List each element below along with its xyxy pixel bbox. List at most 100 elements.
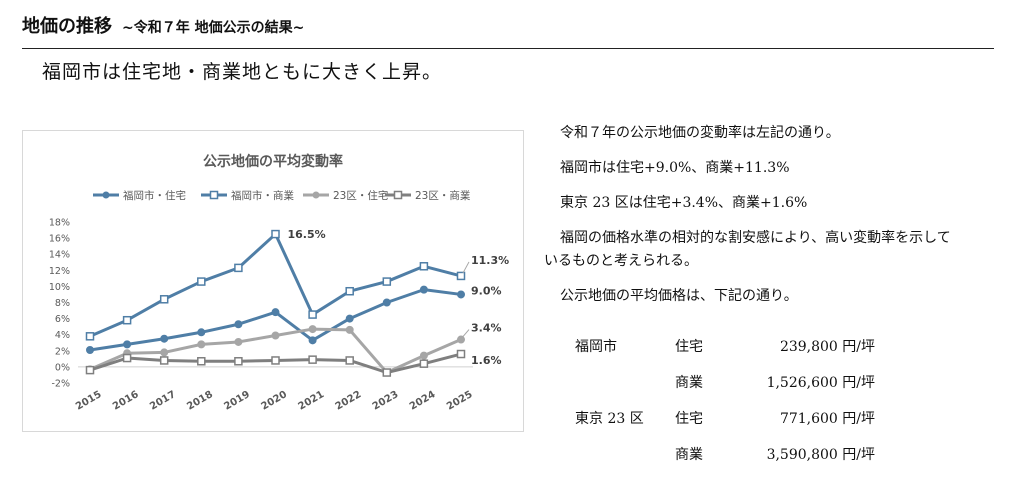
data-point — [197, 328, 206, 337]
legend-marker — [209, 190, 219, 200]
data-point — [308, 310, 317, 319]
data-point — [271, 308, 280, 317]
data-label: 3.4% — [471, 322, 502, 335]
data-point — [160, 348, 169, 357]
price-area: 福岡市 — [575, 339, 617, 355]
data-point — [197, 277, 206, 286]
legend-item: 23区・商業 — [385, 189, 471, 202]
data-point — [308, 325, 317, 334]
data-point — [419, 285, 428, 294]
x-tick-label: 2019 — [222, 389, 252, 412]
data-point — [271, 331, 280, 340]
legend-item: 福岡市・住宅 — [93, 189, 186, 202]
data-point — [419, 351, 428, 360]
data-point — [234, 357, 243, 366]
annotation-leader — [462, 329, 470, 337]
x-tick-label: 2017 — [148, 389, 178, 412]
price-table: 福岡市 住宅 239,800 円/坪 商業 1,526,600 円/坪 東京 2… — [575, 336, 875, 480]
data-point — [345, 314, 354, 323]
data-point — [382, 298, 391, 307]
chart-title: 公示地価の平均変動率 — [203, 153, 343, 170]
price-value: 771,600 円/坪 — [779, 411, 875, 427]
data-point — [382, 368, 392, 377]
legend-label: 23区・商業 — [415, 189, 471, 202]
price-value: 239,800 円/坪 — [779, 339, 875, 355]
series-2 — [85, 229, 466, 341]
price-value: 1,526,600 円/坪 — [766, 375, 875, 391]
x-tick-label: 2018 — [185, 389, 215, 412]
data-point — [419, 359, 429, 368]
data-point — [159, 295, 169, 304]
y-tick-label: 12% — [49, 266, 70, 277]
line-chart: 公示地価の平均変動率 福岡市・住宅 福岡市・商業 23区・住宅 23区・商業 18% 1… — [49, 153, 510, 413]
chart-annotations: 16.5% 11.3% 9.0% 3.4% 1.6% — [288, 228, 510, 367]
page-subtitle: ~令和７年 地価公示の結果~ — [122, 20, 305, 36]
y-tick-label: 6% — [55, 314, 70, 325]
series-line — [89, 288, 462, 352]
data-point — [271, 356, 280, 365]
data-point — [457, 335, 465, 344]
x-tick-label: 2021 — [297, 389, 327, 412]
legend-marker — [102, 191, 110, 199]
chart-container: 公示地価の平均変動率 福岡市・住宅 福岡市・商業 23区・住宅 23区・商業 18% 1… — [22, 130, 524, 432]
price-area — [575, 444, 675, 480]
legend-label: 福岡市・商業 — [231, 189, 294, 202]
data-point — [271, 229, 280, 239]
data-point — [122, 315, 132, 325]
price-value: 3,590,800 円/坪 — [766, 447, 875, 463]
data-point — [122, 353, 132, 363]
data-label: 9.0% — [471, 284, 502, 297]
series-line — [89, 232, 462, 338]
data-point — [345, 356, 354, 365]
commentary-p2: 福岡市は住宅+9.0%、商業+11.3% — [560, 160, 790, 176]
x-tick-label: 2023 — [371, 389, 401, 412]
chart-legend: 福岡市・住宅 福岡市・商業 23区・住宅 23区・商業 — [93, 189, 471, 202]
data-point — [457, 290, 465, 299]
data-point — [159, 356, 169, 365]
series-4 — [85, 349, 466, 377]
data-point — [197, 340, 206, 349]
y-tick-label: 4% — [55, 330, 70, 341]
x-tick-label: 2020 — [259, 389, 289, 412]
x-tick-label: 2025 — [445, 389, 475, 412]
data-point — [419, 262, 429, 271]
price-row: 福岡市 住宅 239,800 円/坪 — [575, 336, 875, 372]
price-row: 商業 1,526,600 円/坪 — [575, 372, 875, 408]
legend-marker — [393, 190, 403, 200]
data-point — [234, 337, 243, 346]
x-tick-label: 2022 — [334, 389, 364, 412]
y-tick-label: 16% — [49, 234, 70, 245]
commentary-p4a: 福岡の価格水準の相対的な割安感により、高い変動率を示して — [560, 230, 951, 246]
price-area: 東京 23 区 — [575, 411, 644, 427]
legend-item: 福岡市・商業 — [201, 189, 294, 202]
data-point — [345, 286, 354, 296]
page-header: 地価の推移 ~令和７年 地価公示の結果~ — [22, 12, 994, 49]
y-tick-label: 10% — [49, 282, 70, 293]
price-area — [575, 372, 675, 408]
price-type: 商業 — [675, 447, 703, 463]
y-tick-label: 14% — [49, 250, 70, 261]
legend-label: 福岡市・住宅 — [123, 189, 186, 202]
series-1 — [86, 285, 465, 354]
data-point — [308, 336, 317, 345]
legend-marker — [312, 191, 320, 199]
data-label: 16.5% — [288, 228, 326, 241]
y-tick-label: 18% — [49, 218, 70, 229]
data-label: 11.3% — [471, 254, 509, 267]
data-point — [456, 349, 466, 359]
data-point — [345, 325, 354, 334]
data-point — [456, 271, 466, 281]
data-point — [234, 263, 243, 273]
commentary-p1: 令和７年の公示地価の変動率は左記の通り。 — [560, 125, 840, 141]
commentary: 令和７年の公示地価の変動率は左記の通り。 福岡市は住宅+9.0%、商業+11.3… — [544, 122, 1014, 320]
x-tick-label: 2016 — [111, 389, 141, 412]
annotation-leader — [462, 261, 470, 274]
price-row: 東京 23 区 住宅 771,600 円/坪 — [575, 408, 875, 444]
legend-label: 23区・住宅 — [333, 189, 388, 202]
data-point — [308, 355, 317, 364]
data-point — [85, 332, 95, 341]
price-type: 商業 — [675, 375, 703, 391]
price-row: 商業 3,590,800 円/坪 — [575, 444, 875, 480]
price-type: 住宅 — [675, 411, 703, 427]
x-tick-label: 2024 — [408, 389, 438, 412]
